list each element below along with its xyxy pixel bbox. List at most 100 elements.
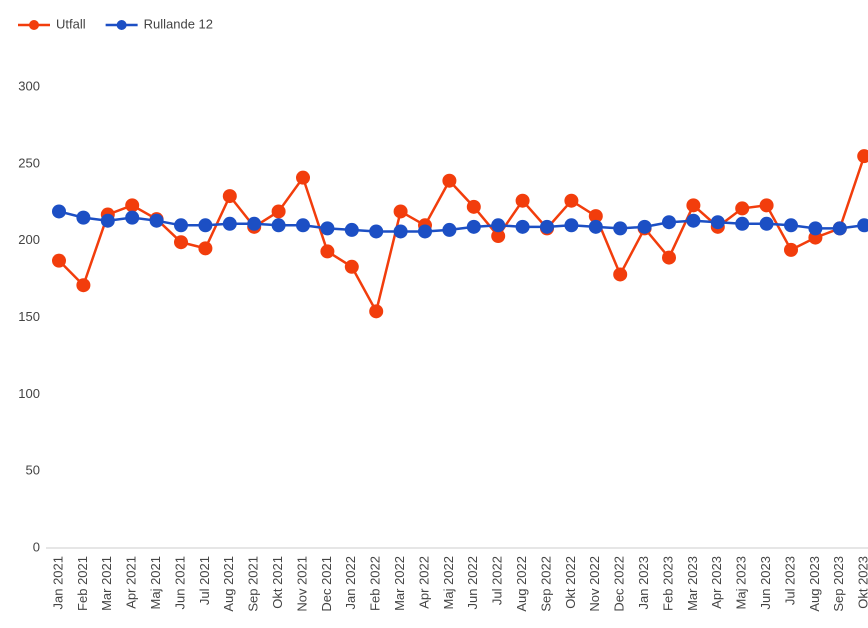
x-tick-label: Jul 2022	[490, 556, 505, 605]
data-point	[174, 235, 188, 250]
data-point	[149, 213, 164, 228]
data-point	[222, 189, 237, 204]
data-point	[784, 218, 798, 233]
data-point	[52, 204, 66, 219]
x-tick-label: Jan 2022	[343, 556, 358, 610]
data-point	[320, 221, 335, 236]
x-tick-label: Mar 2021	[99, 556, 114, 611]
x-tick-label: Jan 2021	[50, 556, 65, 610]
data-point	[759, 198, 774, 213]
x-tick-label: Nov 2021	[294, 556, 309, 612]
legend-label: Utfall	[56, 16, 86, 31]
legend-marker	[29, 20, 39, 30]
x-tick-label: Sep 2021	[246, 556, 261, 612]
data-point	[76, 278, 91, 293]
data-point	[393, 204, 408, 219]
data-point	[857, 149, 868, 164]
data-point	[710, 215, 725, 230]
x-tick-label: Dec 2021	[319, 556, 334, 612]
data-point	[564, 193, 579, 208]
x-tick-label: Apr 2023	[709, 556, 724, 609]
data-point	[125, 198, 140, 213]
data-point	[198, 241, 213, 256]
data-point	[515, 219, 530, 234]
data-point	[369, 304, 384, 319]
y-tick-label: 300	[18, 78, 40, 93]
data-point	[247, 216, 262, 231]
x-tick-label: Jun 2023	[758, 556, 773, 610]
data-point	[52, 253, 66, 268]
y-tick-label: 250	[18, 155, 40, 170]
data-point	[271, 204, 286, 219]
data-point	[442, 173, 457, 188]
y-tick-label: 200	[18, 232, 40, 247]
legend-label: Rullande 12	[144, 16, 213, 31]
data-point	[662, 250, 676, 265]
data-point	[759, 216, 774, 231]
data-point	[344, 222, 359, 237]
data-point	[271, 218, 286, 233]
x-tick-label: Feb 2022	[368, 556, 383, 611]
data-point	[515, 193, 530, 208]
data-point	[418, 224, 432, 239]
y-tick-label: 0	[33, 539, 40, 554]
data-point	[491, 229, 506, 244]
legend-marker	[116, 20, 127, 30]
data-point	[222, 216, 237, 231]
data-point	[613, 221, 628, 236]
data-point	[76, 210, 91, 225]
data-point	[198, 218, 213, 233]
x-tick-label: Maj 2023	[734, 556, 749, 609]
data-point	[344, 259, 359, 274]
data-point	[100, 213, 115, 228]
data-point	[784, 242, 798, 257]
x-tick-label: Nov 2022	[587, 556, 602, 612]
data-point	[442, 222, 457, 237]
y-tick-label: 150	[18, 309, 40, 324]
x-tick-label: Okt 2021	[270, 556, 285, 609]
x-tick-label: Maj 2021	[148, 556, 163, 609]
x-tick-label: Sep 2023	[831, 556, 846, 612]
x-tick-label: Aug 2023	[807, 556, 822, 612]
x-tick-label: Aug 2021	[221, 556, 236, 612]
data-point	[735, 216, 750, 231]
series-line	[58, 155, 866, 315]
data-point	[125, 210, 140, 225]
data-point	[613, 267, 628, 282]
x-tick-label: Sep 2022	[538, 556, 553, 612]
x-tick-label: Mar 2023	[685, 556, 700, 611]
data-point	[174, 218, 188, 233]
x-tick-label: Jul 2021	[197, 556, 212, 605]
data-point	[857, 218, 868, 233]
data-point	[808, 221, 823, 236]
x-tick-label: Jun 2021	[172, 556, 187, 610]
x-tick-label: Apr 2021	[124, 556, 139, 609]
legend-item: Utfall	[18, 16, 86, 31]
data-point	[369, 224, 384, 239]
x-tick-label: Aug 2022	[514, 556, 529, 612]
y-tick-label: 100	[18, 386, 40, 401]
data-point	[393, 224, 408, 239]
data-point	[296, 170, 310, 185]
data-point	[637, 219, 652, 234]
data-point	[491, 218, 506, 233]
x-tick-label: Dec 2022	[612, 556, 627, 612]
data-point	[686, 213, 701, 228]
x-tick-label: Okt 2022	[563, 556, 578, 609]
data-point	[588, 209, 603, 224]
data-point	[564, 218, 579, 233]
data-point	[832, 221, 847, 236]
series-line	[58, 210, 865, 233]
x-tick-label: Feb 2023	[660, 556, 675, 611]
x-tick-label: Apr 2022	[416, 556, 431, 609]
data-point	[686, 198, 701, 213]
x-tick-label: Jan 2023	[636, 556, 651, 610]
data-point	[662, 215, 676, 230]
data-point	[540, 219, 554, 234]
legend-item: Rullande 12	[105, 16, 213, 31]
data-point	[466, 199, 481, 214]
data-point	[466, 219, 481, 234]
x-tick-label: Mar 2022	[392, 556, 407, 611]
x-tick-label: Jul 2023	[782, 556, 797, 605]
